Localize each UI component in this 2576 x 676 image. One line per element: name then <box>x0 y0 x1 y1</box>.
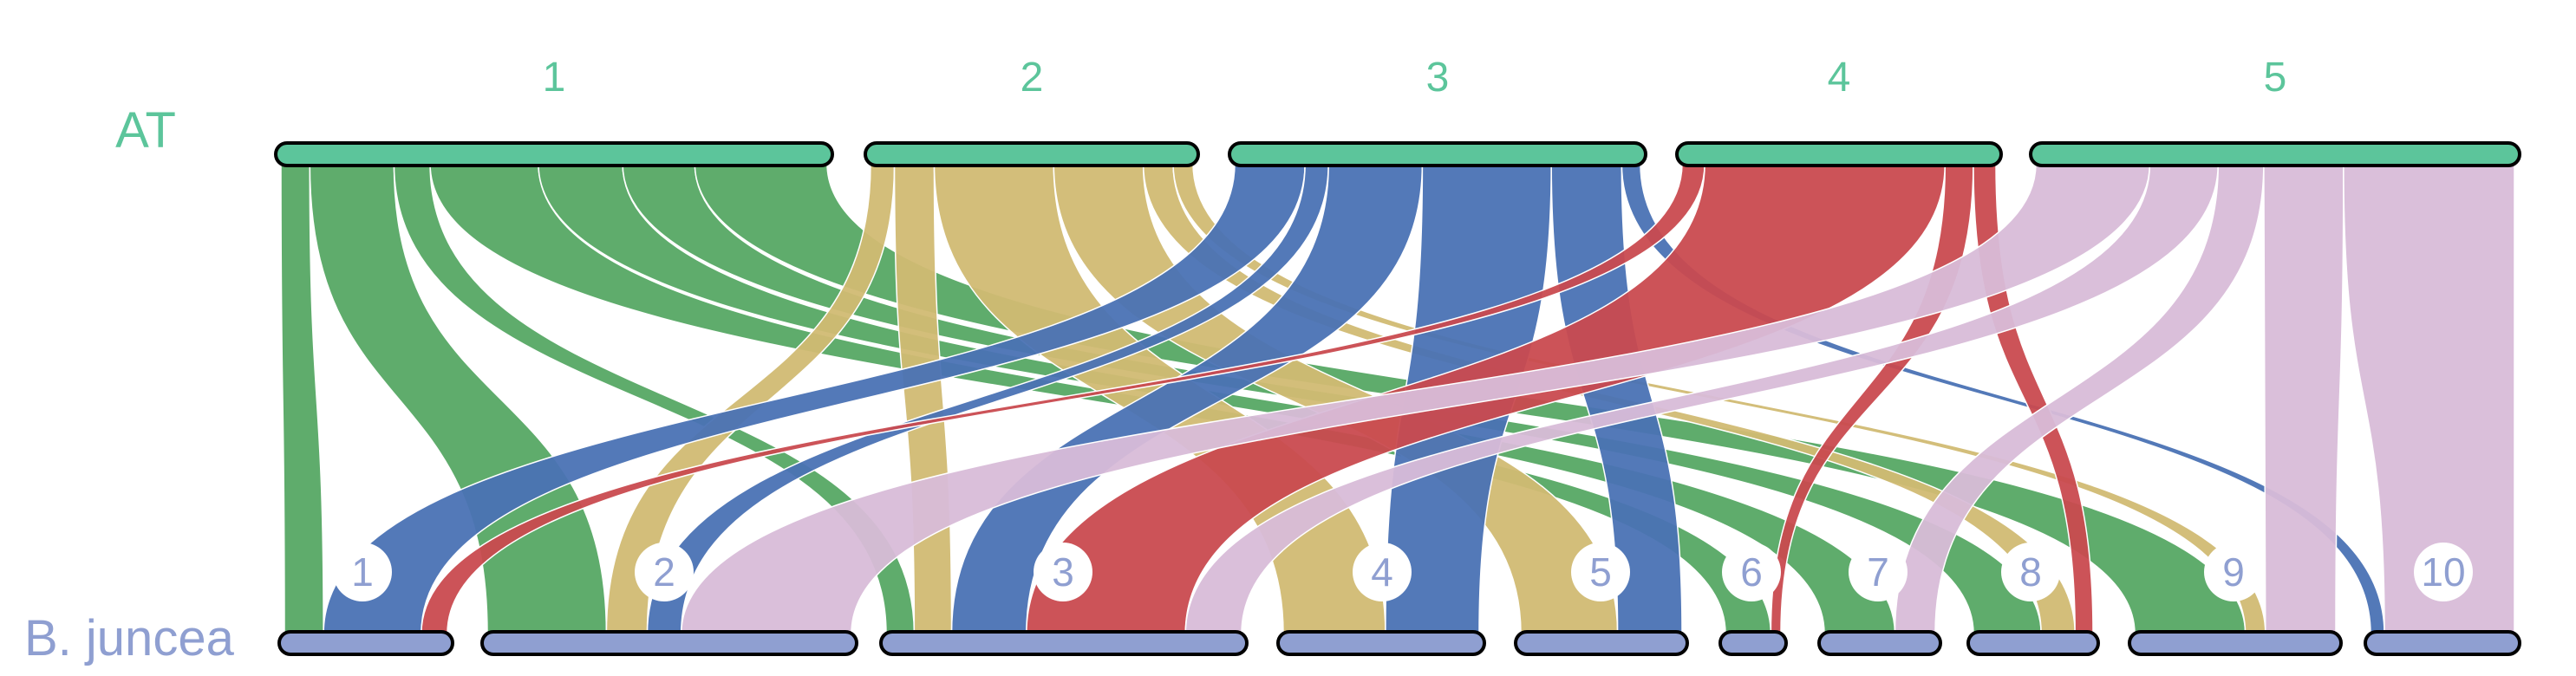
bottom-chromosome-label-6: 6 <box>1740 549 1763 595</box>
bottom-chromosome-bar-6 <box>1718 630 1788 656</box>
top-genome-label: AT <box>115 102 176 159</box>
bottom-chromosome-badge-3 <box>1034 543 1092 601</box>
top-chromosome-bar-1 <box>274 141 834 167</box>
bottom-chromosome-label-4: 4 <box>1371 549 1393 595</box>
bottom-chromosome-badge-5 <box>1571 543 1630 601</box>
bottom-chromosome-label-7: 7 <box>1867 549 1889 595</box>
top-chromosome-label-5: 5 <box>2264 55 2287 101</box>
bottom-chromosome-labels: 1 2 3 4 5 6 7 8 9 10 <box>333 543 2473 601</box>
bottom-chromosome-label-1: 1 <box>351 549 374 595</box>
bottom-chromosome-label-2: 2 <box>653 549 675 595</box>
synteny-ribbons <box>280 163 2515 634</box>
top-chromosome-label-1: 1 <box>543 55 566 101</box>
bottom-chromosome-bar-9 <box>2128 630 2343 656</box>
top-chromosome-label-4: 4 <box>1828 55 1851 101</box>
bottom-genome-chromosomes <box>277 630 2521 656</box>
bottom-chromosome-bar-2 <box>480 630 858 656</box>
bottom-chromosome-badge-9 <box>2204 543 2263 601</box>
bottom-chromosome-bar-1 <box>277 630 454 656</box>
bottom-chromosome-bar-5 <box>1514 630 1689 656</box>
top-chromosome-label-2: 2 <box>1021 55 1044 101</box>
bottom-chromosome-bar-7 <box>1817 630 1942 656</box>
bottom-chromosome-bar-3 <box>879 630 1249 656</box>
top-chromosome-bar-5 <box>2029 141 2521 167</box>
top-chromosome-label-3: 3 <box>1426 55 1450 101</box>
bottom-chromosome-label-8: 8 <box>2019 549 2042 595</box>
bottom-chromosome-badge-7 <box>1849 543 1908 601</box>
bottom-chromosome-badge-8 <box>2001 543 2060 601</box>
bottom-genome-label: B. juncea <box>24 610 235 666</box>
bottom-chromosome-bar-10 <box>2364 630 2521 656</box>
bottom-chromosome-badge-10 <box>2414 543 2473 601</box>
bottom-chromosome-badge-4 <box>1353 543 1412 601</box>
bottom-chromosome-label-9: 9 <box>2222 549 2245 595</box>
top-chromosome-bar-3 <box>1228 141 1647 167</box>
ribbon-5-to-9 <box>2263 163 2344 634</box>
bottom-chromosome-badge-1 <box>333 543 392 601</box>
bottom-chromosome-label-3: 3 <box>1052 549 1074 595</box>
top-chromosome-bar-2 <box>864 141 1200 167</box>
ribbon-2-to-3 <box>893 163 953 634</box>
bottom-chromosome-label-10: 10 <box>2421 549 2465 595</box>
top-chromosome-labels: 1 2 3 4 5 <box>543 55 2287 101</box>
top-chromosome-bar-4 <box>1675 141 2003 167</box>
bottom-chromosome-label-5: 5 <box>1589 549 1612 595</box>
bottom-chromosome-bar-4 <box>1276 630 1486 656</box>
bottom-chromosome-badge-2 <box>635 543 694 601</box>
bottom-chromosome-badge-6 <box>1722 543 1781 601</box>
top-genome-chromosomes <box>274 141 2521 167</box>
bottom-chromosome-bar-8 <box>1966 630 2100 656</box>
